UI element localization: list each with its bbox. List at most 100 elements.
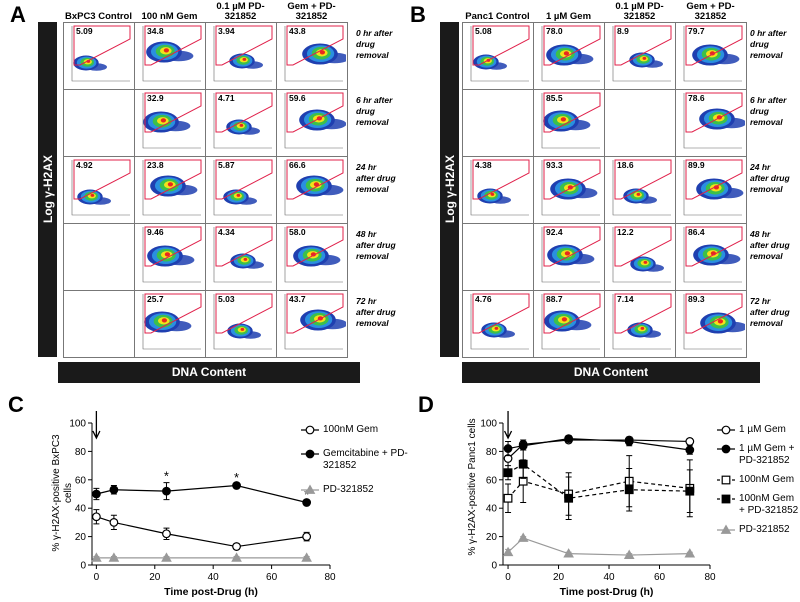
flow-cell: 18.6	[604, 156, 676, 224]
flow-density	[640, 326, 645, 330]
flow-density	[567, 185, 574, 190]
flow-cell: 93.3	[533, 156, 605, 224]
plot-axes	[470, 26, 529, 82]
marker	[304, 484, 316, 494]
plot-axes	[284, 294, 343, 350]
column-header: BxPC3 Control	[64, 11, 133, 22]
series-line	[507, 537, 690, 556]
flow-plot	[612, 226, 672, 283]
y-axis-label: % γ-H2AX-positive Panc1 cells	[467, 418, 478, 556]
plot-axes	[284, 26, 343, 82]
marker	[721, 475, 731, 485]
marker	[624, 437, 634, 446]
gate	[472, 293, 530, 334]
column-header: Gem + PD-321852	[287, 1, 336, 22]
gate	[286, 25, 344, 66]
flow-plot	[142, 293, 202, 350]
gate-percent: 4.34	[218, 227, 235, 237]
flow-density	[242, 57, 247, 61]
marker	[302, 532, 312, 541]
marker	[302, 498, 312, 507]
row-label: 0 hr after drug removal	[356, 28, 393, 60]
marker	[721, 494, 731, 504]
flow-density	[310, 252, 317, 257]
flow-plot	[683, 226, 743, 283]
gate	[685, 293, 743, 334]
gate	[472, 159, 530, 200]
gate	[543, 159, 601, 200]
gate-percent: 5.09	[76, 26, 93, 36]
y-tick-label: 80	[486, 447, 498, 458]
legend-swatch	[717, 475, 735, 485]
gate-percent: 5.08	[475, 26, 492, 36]
x-tick-label: 20	[149, 572, 161, 583]
gate	[215, 226, 273, 267]
y-tick-label: 40	[75, 504, 87, 515]
flow-plot	[213, 226, 273, 283]
flow-density	[243, 257, 248, 261]
gate	[614, 159, 672, 200]
row-label: 72 hr after drug removal	[750, 296, 790, 328]
gate-percent: 9.46	[147, 227, 164, 237]
marker	[503, 468, 513, 478]
flow-plot	[284, 25, 346, 82]
gate	[543, 226, 601, 267]
plot-axes	[213, 227, 272, 283]
legend-swatch	[717, 524, 735, 534]
gate-percent: 23.8	[147, 160, 164, 170]
flow-density	[561, 317, 568, 322]
gate	[685, 226, 743, 267]
marker	[517, 532, 529, 542]
gate	[215, 159, 273, 200]
x-tick-label: 80	[704, 572, 716, 583]
flow-plot	[612, 159, 672, 216]
flow-density	[164, 252, 171, 257]
flow-plot	[541, 226, 601, 283]
y-tick-label: 20	[75, 532, 87, 543]
flow-cell: 59.6	[276, 89, 348, 157]
gate	[685, 92, 743, 133]
legend-label: 100nM Gem	[323, 424, 379, 435]
axis-line	[91, 423, 330, 566]
legend-swatch	[301, 449, 319, 459]
y-tick-label: 60	[486, 475, 498, 486]
flow-cell: 43.8	[276, 22, 348, 90]
plot-axes	[612, 294, 671, 350]
series-line	[507, 439, 690, 459]
gate-percent: 8.9	[617, 26, 629, 36]
marker	[518, 441, 528, 451]
y-tick-label: 20	[486, 532, 498, 543]
legend: 1 µM Gem 1 µM Gem + PD-321852 100nM Gem 100…	[716, 424, 800, 536]
plot-axes	[71, 26, 130, 82]
flow-cell: 7.14	[604, 290, 676, 358]
flow-plot	[213, 293, 273, 350]
plot-axes	[284, 160, 343, 216]
gate	[472, 25, 530, 66]
y-tick-label: 100	[69, 419, 86, 430]
flow-cell: 9.46	[134, 223, 206, 291]
arrow	[92, 411, 101, 440]
gate-percent: 92.4	[546, 227, 563, 237]
marker	[685, 445, 695, 455]
plot-axes	[213, 160, 272, 216]
x-axis-bar: DNA Content	[58, 362, 360, 383]
legend-entry: PD-321852	[300, 484, 410, 496]
flow-density	[490, 192, 495, 196]
flow-cell: 89.3	[675, 290, 747, 358]
gate	[685, 25, 743, 66]
row-label: 6 hr after drug removal	[356, 95, 393, 127]
y-tick-label: 0	[80, 561, 86, 572]
row-label: 48 hr after drug removal	[750, 229, 790, 261]
plot-axes	[612, 160, 671, 216]
flow-cell: 4.76	[462, 290, 534, 358]
gate	[215, 92, 273, 133]
plot-axes	[541, 93, 600, 149]
gate-percent: 43.7	[289, 294, 306, 304]
flow-cell: 66.6	[276, 156, 348, 224]
gate	[286, 293, 344, 334]
y-tick-label: 0	[491, 561, 497, 572]
gate-percent: 58.0	[289, 227, 306, 237]
marker	[503, 493, 513, 503]
marker	[564, 434, 574, 444]
marker	[161, 552, 172, 562]
